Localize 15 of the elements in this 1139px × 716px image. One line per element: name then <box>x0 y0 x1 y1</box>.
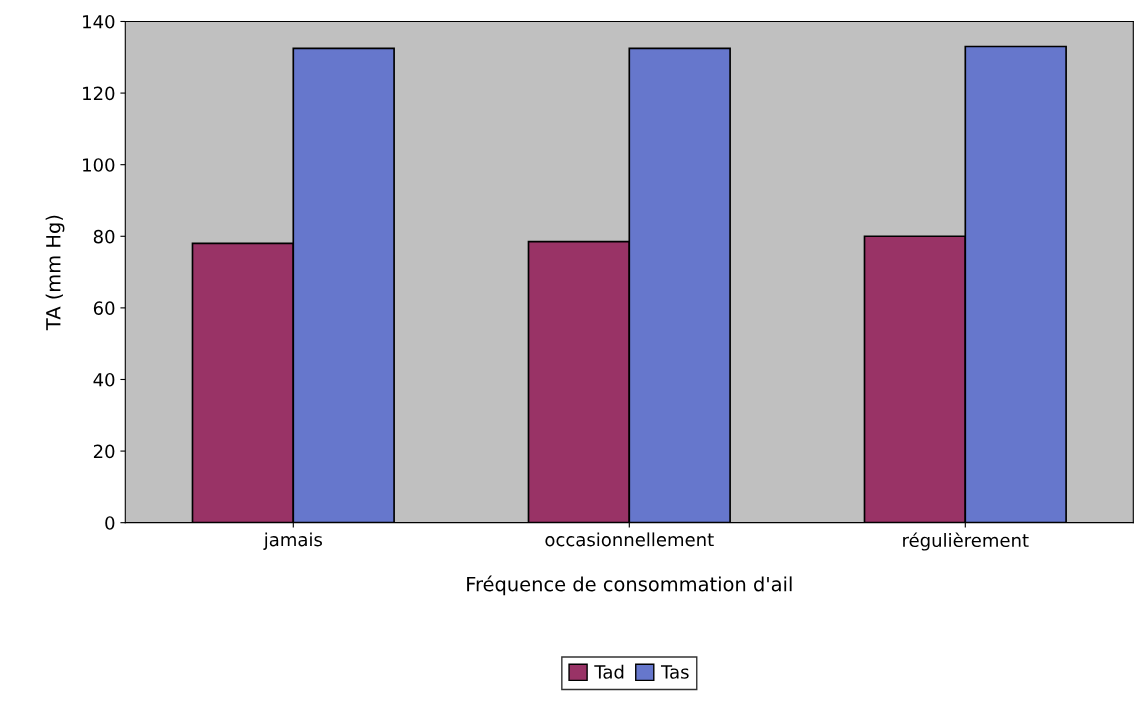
y-tick-label: 0 <box>105 516 115 530</box>
legend-label: Tas <box>660 665 689 679</box>
y-tick-label: 40 <box>93 372 115 387</box>
x-axis-title: Fréquence de consommation d'ail <box>467 575 792 596</box>
y-axis-title: TA (mm Hg) <box>45 215 65 331</box>
x-tick-label: jamais <box>263 532 322 550</box>
x-tick-label: régulièrement <box>903 532 1029 551</box>
y-tick-label: 120 <box>83 86 115 101</box>
y-tick-label: 60 <box>93 301 115 315</box>
y-tick-label: 140 <box>83 14 115 29</box>
legend-label: Tad <box>594 664 624 679</box>
y-tick-label: 100 <box>83 158 115 172</box>
y-tick-label: 80 <box>93 229 115 244</box>
y-tick-label: 20 <box>93 444 115 459</box>
x-tick-label: occasionnellement <box>545 532 714 547</box>
